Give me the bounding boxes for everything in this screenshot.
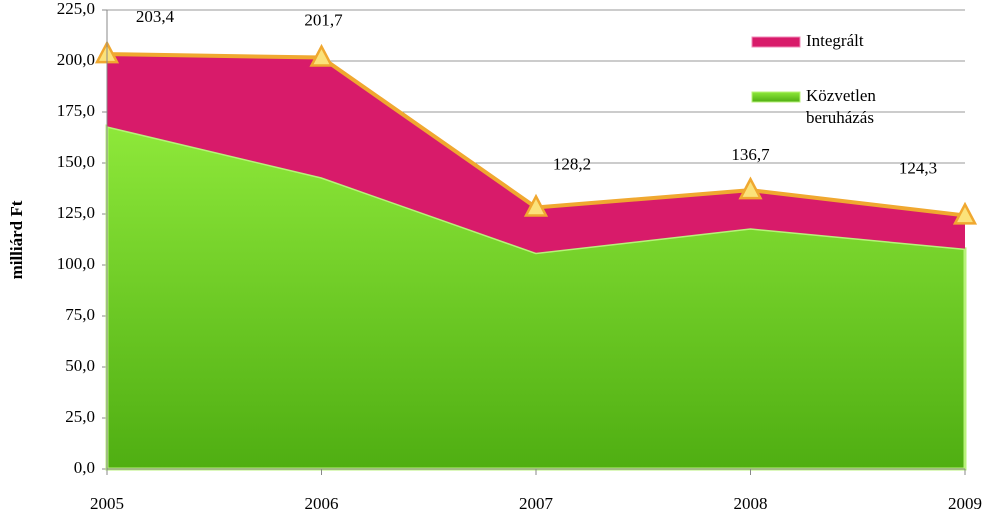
legend-label: Közvetlen beruházás bbox=[806, 86, 876, 127]
y-tick-label: 50,0 bbox=[65, 356, 95, 375]
y-tick-label: 100,0 bbox=[57, 254, 95, 273]
marker bbox=[952, 201, 978, 225]
data-label: 203,4 bbox=[136, 7, 175, 26]
x-tick-label: 2008 bbox=[734, 494, 768, 512]
area bbox=[107, 54, 965, 253]
x-tick-label: 2005 bbox=[90, 494, 124, 512]
legend-label: Integrált bbox=[806, 31, 864, 50]
marker bbox=[309, 43, 334, 67]
data-label: 136,7 bbox=[731, 145, 770, 164]
y-tick-label: 150,0 bbox=[57, 152, 95, 171]
y-tick-label: 25,0 bbox=[65, 407, 95, 426]
y-axis-label: milliárd Ft bbox=[7, 200, 26, 279]
marker bbox=[738, 176, 763, 200]
data-label: 128,2 bbox=[553, 154, 591, 173]
legend-swatch bbox=[751, 36, 801, 48]
y-tick-label: 225,0 bbox=[57, 0, 95, 18]
y-tick-label: 0,0 bbox=[74, 458, 95, 477]
legend-swatch bbox=[751, 91, 801, 103]
x-tick-label: 2007 bbox=[519, 494, 554, 512]
marker bbox=[523, 193, 549, 217]
area bbox=[105, 124, 967, 471]
data-label: 124,3 bbox=[899, 158, 937, 177]
y-tick-label: 125,0 bbox=[57, 203, 95, 222]
y-tick-label: 200,0 bbox=[57, 50, 95, 69]
data-label: 201,7 bbox=[304, 10, 343, 29]
x-tick-label: 2006 bbox=[305, 494, 339, 512]
y-tick-label: 75,0 bbox=[65, 305, 95, 324]
y-tick-label: 175,0 bbox=[57, 101, 95, 120]
x-tick-label: 2009 bbox=[948, 494, 982, 512]
